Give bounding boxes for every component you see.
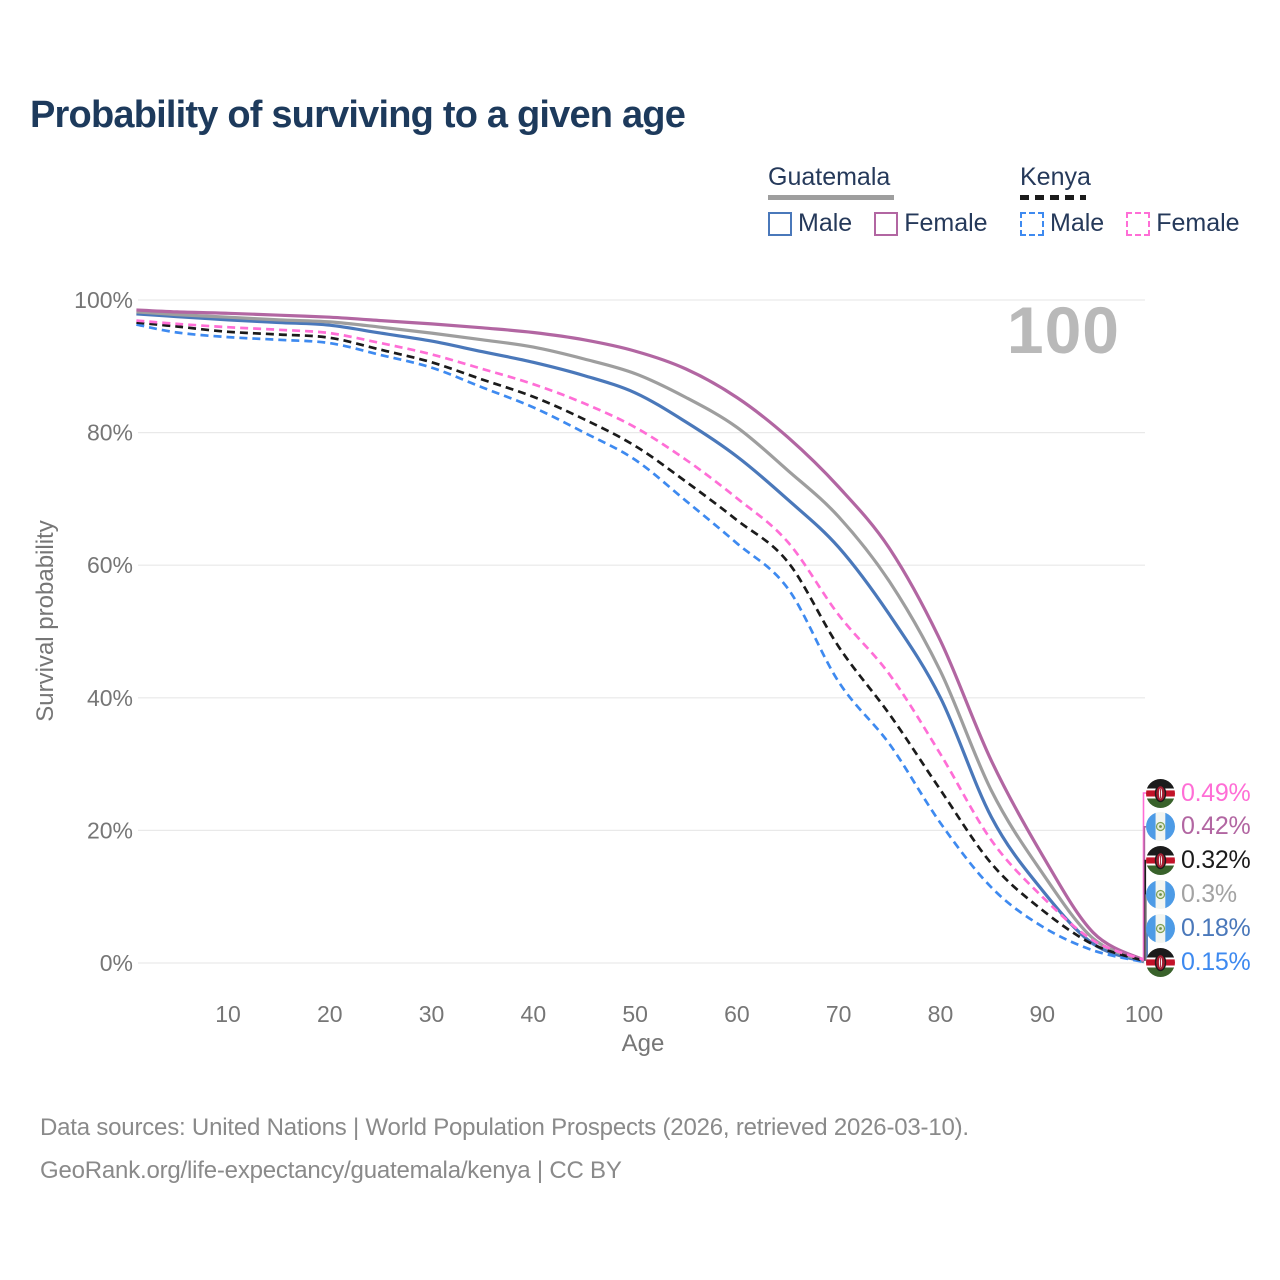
- y-tick-label: 80%: [87, 420, 133, 446]
- legend-item-kenya-male[interactable]: Male: [1050, 209, 1105, 237]
- legend-swatch-kenya-male[interactable]: [1020, 211, 1044, 236]
- series-kenya-all: [136, 321, 1145, 963]
- legend-country-label-guatemala: Guatemala: [768, 163, 891, 191]
- leader-line-kenya-female: [1142, 792, 1146, 960]
- end-label-value: 0.18%: [1181, 913, 1251, 942]
- x-tick-label: 50: [622, 1001, 648, 1027]
- guatemala-flag-icon: [1146, 913, 1175, 943]
- guatemala-flag-icon: [1146, 812, 1175, 842]
- y-tick-label: 60%: [87, 552, 133, 578]
- x-tick-label: 30: [419, 1001, 445, 1027]
- end-label-value: 0.3%: [1181, 879, 1237, 908]
- leader-line-guatemala-female: [1143, 825, 1146, 961]
- end-label-value: 0.42%: [1181, 812, 1251, 841]
- series-guatemala-male: [136, 312, 1145, 964]
- end-label-kenya-male: 0.15%: [1146, 947, 1251, 977]
- y-tick-label: 100%: [74, 287, 133, 313]
- footer-attribution: GeoRank.org/life-expectancy/guatemala/ke…: [40, 1157, 622, 1184]
- legend-swatch-kenya-female[interactable]: [1126, 211, 1151, 236]
- end-label-guatemala-all: 0.3%: [1146, 879, 1237, 909]
- legend-row-kenya: Male Female: [1020, 209, 1262, 238]
- legend-item-guatemala-male[interactable]: Male: [798, 209, 853, 237]
- footer-sources: Data sources: United Nations | World Pop…: [40, 1114, 969, 1141]
- x-tick-label: 10: [215, 1001, 241, 1027]
- end-label-value: 0.15%: [1181, 947, 1251, 976]
- age-watermark: 100: [1006, 293, 1120, 367]
- x-tick-label: 60: [724, 1001, 750, 1027]
- series-kenya-male: [136, 323, 1145, 964]
- legend-linestyle-solid: [768, 195, 894, 200]
- legend-group-kenya: Kenya Male Female: [1020, 163, 1262, 238]
- footer: Data sources: United Nations | World Pop…: [40, 1106, 969, 1192]
- legend-swatch-guatemala-male[interactable]: [768, 211, 792, 236]
- legend-group-guatemala: Guatemala Male Female: [768, 163, 1010, 238]
- series-guatemala-female: [136, 308, 1145, 962]
- x-tick-label: 20: [317, 1001, 343, 1027]
- guatemala-flag-icon: [1146, 879, 1175, 909]
- x-tick-label: 40: [521, 1001, 547, 1027]
- series-guatemala-all: [136, 310, 1145, 963]
- end-label-value: 0.49%: [1181, 778, 1251, 807]
- end-label-guatemala-female: 0.42%: [1146, 812, 1251, 842]
- end-label-value: 0.32%: [1181, 846, 1251, 875]
- y-tick-label: 0%: [100, 950, 133, 976]
- x-tick-label: 90: [1029, 1001, 1055, 1027]
- end-label-kenya-all: 0.32%: [1146, 846, 1251, 876]
- end-label-kenya-female: 0.49%: [1146, 778, 1251, 808]
- legend-linestyle-dashed: [1020, 195, 1086, 200]
- legend-item-guatemala-female[interactable]: Female: [904, 209, 988, 237]
- kenya-flag-icon: [1146, 778, 1175, 808]
- legend-item-kenya-female[interactable]: Female: [1156, 209, 1240, 237]
- end-label-guatemala-male: 0.18%: [1146, 913, 1251, 943]
- x-tick-label: 100: [1125, 1001, 1163, 1027]
- y-tick-label: 20%: [87, 817, 133, 843]
- leader-line-kenya-all: [1144, 859, 1147, 961]
- x-tick-label: 80: [928, 1001, 954, 1027]
- legend-row-guatemala: Male Female: [768, 209, 1010, 238]
- x-tick-label: 70: [826, 1001, 852, 1027]
- page-title: Probability of surviving to a given age: [30, 94, 686, 136]
- x-axis-label: Age: [621, 1030, 665, 1057]
- y-axis-label: Survival probability: [32, 520, 59, 722]
- series-kenya-female: [136, 319, 1145, 962]
- y-tick-label: 40%: [87, 685, 133, 711]
- kenya-flag-icon: [1146, 846, 1175, 876]
- legend-country-label-kenya: Kenya: [1020, 163, 1091, 191]
- legend-swatch-guatemala-female[interactable]: [874, 211, 899, 236]
- kenya-flag-icon: [1146, 947, 1175, 977]
